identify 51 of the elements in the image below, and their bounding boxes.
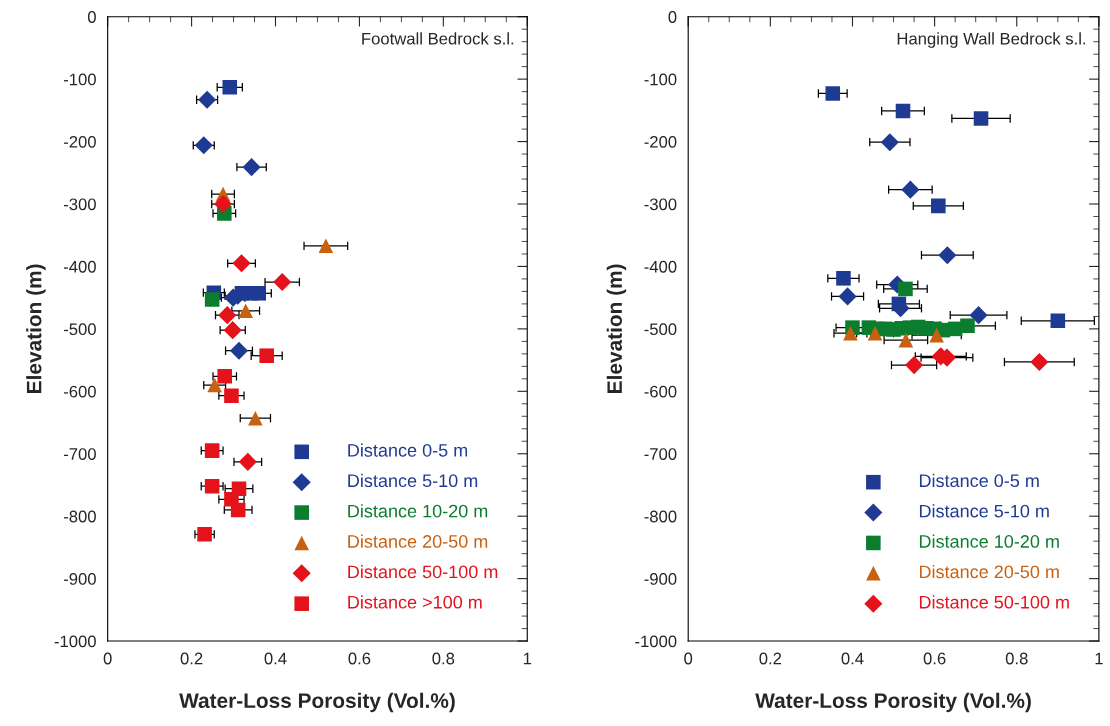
y-tick-label: -500 [63,323,96,336]
y-tick-label: -100 [63,73,96,86]
x-tick-label: 0.2 [759,652,782,665]
legend-label: Distance 20-50 m [348,534,488,548]
legend-label: Distance 5-10 m [919,504,1049,518]
annotation: Footwall Bedrock s.l. [362,32,514,45]
y-tick-label: 0 [668,11,677,23]
y-tick-label: -800 [63,510,96,523]
x-tick-label: 0.8 [432,652,455,665]
y-tick-label: -100 [644,73,677,86]
x-tick-label: 0.4 [264,652,287,665]
legend-label: Distance 0-5 m [919,473,1039,488]
y-tick-label: -400 [63,260,96,273]
x-axis-title: Water-Loss Porosity (Vol.%) [179,692,455,713]
y-tick-label: -1000 [54,635,96,648]
y-tick-label: -700 [644,448,677,460]
y-tick-label: -500 [644,323,677,336]
y-tick-label: -300 [644,198,677,211]
x-tick-label: 0.6 [923,652,946,665]
y-tick-label: -300 [63,198,96,211]
legend-label: Distance 20-50 m [919,564,1059,579]
x-tick-label: 0 [103,652,112,665]
legend-label: Distance 10-20 m [348,504,488,518]
x-tick-label: 0.4 [841,652,864,665]
legend-label: Distance 10-20 m [919,534,1059,548]
legend-label: Distance 50-100 m [919,595,1069,609]
x-tick-label: 1 [523,652,532,665]
y-tick-label: 0 [87,11,96,23]
x-tick-label: 0.8 [1005,652,1028,665]
y-axis-title: Elevation (m) [26,264,46,393]
y-tick-label: -200 [644,135,677,148]
x-tick-label: 0 [684,652,693,665]
y-tick-label: -700 [63,448,96,460]
y-tick-label: -900 [644,573,677,585]
y-tick-label: -600 [63,385,96,398]
legend-label: Distance 0-5 m [348,443,468,457]
x-tick-label: 1 [1095,652,1103,665]
y-tick-label: -200 [63,135,96,148]
legend-label: Distance 50-100 m [348,564,498,579]
legend-label: Distance 5-10 m [348,473,478,488]
y-tick-label: -900 [63,573,96,585]
x-tick-label: 0.2 [180,652,203,665]
annotation: Hanging Wall Bedrock s.l. [897,32,1086,48]
y-tick-label: -600 [644,385,677,398]
x-axis-title: Water-Loss Porosity (Vol.%) [755,692,1031,713]
y-tick-label: -1000 [635,635,677,648]
x-tick-label: 0.6 [348,652,371,665]
y-tick-label: -800 [644,510,677,523]
legend-label: Distance >100 m [348,595,482,609]
y-tick-label: -400 [644,260,677,273]
y-axis-title: Elevation (m) [606,264,627,393]
